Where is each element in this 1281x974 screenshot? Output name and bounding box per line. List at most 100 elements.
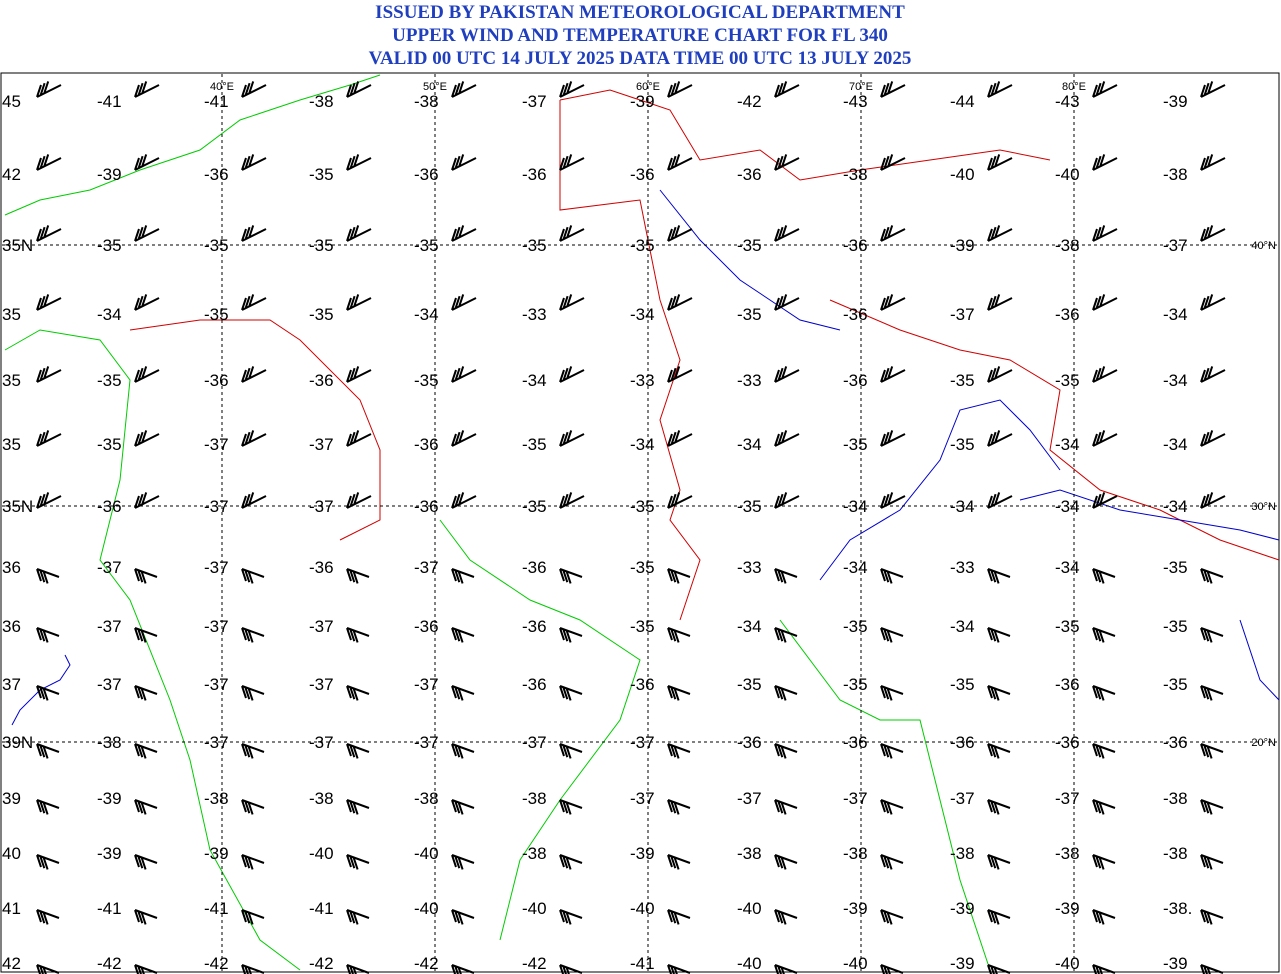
wind-barb <box>667 568 691 584</box>
temperature: -36 <box>950 733 975 752</box>
wind-barb <box>1200 964 1224 974</box>
temperature: -41 <box>309 899 334 918</box>
wind-barb <box>346 81 372 98</box>
longitude-label: 80°E <box>1062 81 1086 93</box>
temperature: -42 <box>522 954 547 973</box>
temperature: -38 <box>843 844 868 863</box>
wind-barb <box>774 225 800 242</box>
temperature: -36 <box>309 558 334 577</box>
temperature: -38 <box>414 92 439 111</box>
wind-barb <box>451 799 475 815</box>
wind-barb <box>559 294 585 311</box>
wind-barb <box>241 366 267 383</box>
wind-barb <box>987 854 1011 870</box>
temperature: -35 <box>309 236 334 255</box>
wind-barb <box>134 685 158 701</box>
wind-barb <box>774 743 798 759</box>
wind-barb <box>451 225 477 242</box>
temperature: -41 <box>204 899 229 918</box>
wind-barb <box>987 743 1011 759</box>
wind-barb <box>134 627 158 643</box>
wind-barb <box>559 743 583 759</box>
wind-barb <box>774 568 798 584</box>
temperature: -35 <box>522 497 547 516</box>
temperature: -37 <box>204 558 229 577</box>
temperature: -35 <box>630 558 655 577</box>
wind-barb <box>667 854 691 870</box>
wind-barb <box>987 81 1013 98</box>
temperature: -36 <box>309 371 334 390</box>
wind-barb <box>880 430 906 447</box>
temperature: -38 <box>522 844 547 863</box>
temperature: 40 <box>2 844 21 863</box>
wind-barb <box>1200 154 1226 171</box>
wind-barb <box>36 294 62 311</box>
temperature: -35 <box>1163 617 1188 636</box>
temperature: -37 <box>309 675 334 694</box>
temperature: -36 <box>843 236 868 255</box>
wind-barb <box>1092 909 1116 925</box>
border <box>129 319 381 541</box>
wind-barb <box>451 909 475 925</box>
temperature: -34 <box>630 435 655 454</box>
temperature: -39 <box>1163 954 1188 973</box>
temperature: 45 <box>2 92 21 111</box>
river <box>659 189 841 331</box>
wind-barb <box>451 964 475 974</box>
wind-barb <box>36 154 62 171</box>
wind-barb <box>134 430 160 447</box>
wind-barb <box>559 492 585 509</box>
wind-barb <box>134 154 160 171</box>
wind-barb <box>880 743 904 759</box>
wind-barb <box>880 568 904 584</box>
wind-barb <box>987 627 1011 643</box>
wind-barb <box>134 743 158 759</box>
wind-barb <box>1200 568 1224 584</box>
wind-barb <box>451 154 477 171</box>
temperature: -37 <box>204 435 229 454</box>
wind-barb <box>241 81 267 98</box>
wind-barb <box>1200 685 1224 701</box>
temperature: 35N <box>2 497 33 516</box>
temperature: -40 <box>414 899 439 918</box>
temperature: -39 <box>630 92 655 111</box>
wind-barb <box>667 964 691 974</box>
temperature: -35 <box>630 617 655 636</box>
wind-barb <box>880 294 906 311</box>
longitude-label: 60°E <box>636 81 660 93</box>
wind-barb <box>774 799 798 815</box>
wind-barb <box>1200 430 1226 447</box>
temperature: -41 <box>204 92 229 111</box>
wind-barb <box>559 799 583 815</box>
title-line: UPPER WIND AND TEMPERATURE CHART FOR FL … <box>392 25 888 46</box>
wind-barb <box>36 430 62 447</box>
temperature: -36 <box>1055 305 1080 324</box>
temperature: -35 <box>950 371 975 390</box>
temperature: -37 <box>522 733 547 752</box>
temperature: -35 <box>97 236 122 255</box>
temperature: 39 <box>2 789 21 808</box>
temperature: -37 <box>204 617 229 636</box>
wind-barb <box>241 685 265 701</box>
temperature: -39 <box>950 954 975 973</box>
temperature: -37 <box>204 675 229 694</box>
temperature: -34 <box>1163 497 1188 516</box>
wind-barb <box>987 568 1011 584</box>
temperature: -35 <box>737 305 762 324</box>
wind-barb <box>134 854 158 870</box>
wind-barb <box>134 294 160 311</box>
wind-barb <box>987 225 1013 242</box>
wind-barb <box>667 909 691 925</box>
temperature: -38 <box>204 789 229 808</box>
temperature: -36 <box>843 371 868 390</box>
wind-barb <box>559 225 585 242</box>
wind-barb <box>880 909 904 925</box>
temperature: -36 <box>522 558 547 577</box>
title-line: VALID 00 UTC 14 JULY 2025 DATA TIME 00 U… <box>369 48 912 69</box>
wind-barb <box>346 854 370 870</box>
river <box>11 654 71 726</box>
coastline <box>779 619 991 971</box>
wind-barb <box>241 225 267 242</box>
wind-barb <box>774 81 800 98</box>
temperature: -40 <box>309 844 334 863</box>
